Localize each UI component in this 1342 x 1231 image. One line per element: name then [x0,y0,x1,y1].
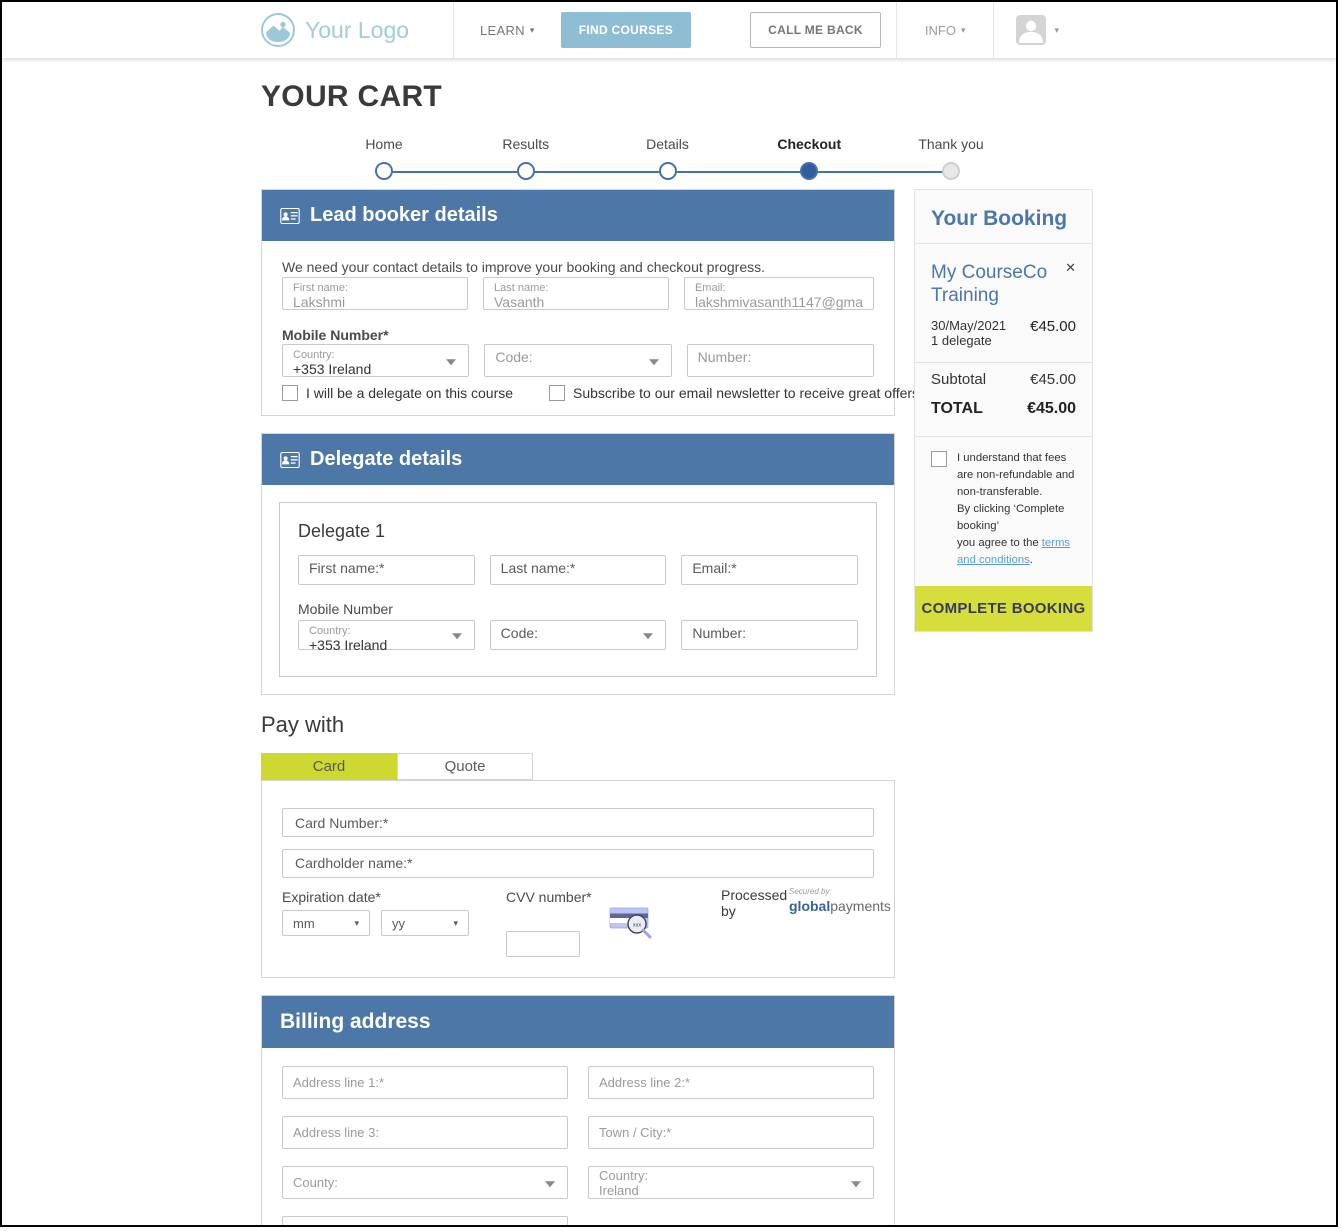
svg-text:xxx: xxx [633,922,642,928]
